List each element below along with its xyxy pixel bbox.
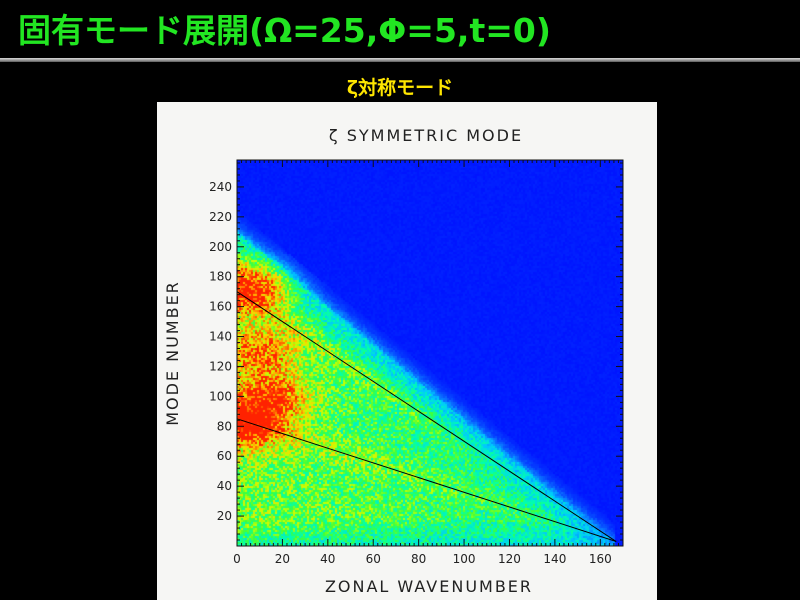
y-tick-label: 140: [209, 330, 232, 344]
mode-line-2: [236, 418, 617, 542]
x-tick-label: 20: [275, 552, 290, 566]
plot-area-container: [237, 160, 623, 546]
x-tick-label: 0: [233, 552, 241, 566]
x-tick-label: 140: [543, 552, 566, 566]
x-tick-label: 160: [589, 552, 612, 566]
mode-lines: [236, 291, 617, 542]
y-tick-label: 100: [209, 389, 232, 403]
mode-line-1: [236, 291, 617, 542]
x-axis-label: ZONAL WAVENUMBER: [325, 577, 533, 596]
plot-title: ζ SYMMETRIC MODE: [329, 126, 523, 145]
y-tick-label: 200: [209, 240, 232, 254]
x-tick-label: 40: [320, 552, 335, 566]
y-tick-label: 160: [209, 300, 232, 314]
heatmap-chart: ζ SYMMETRIC MODE 0 20 40 60 80 100 120 140 160 20…: [163, 126, 624, 596]
figure-panel: ζ SYMMETRIC MODE 0 20 40 60 80 100 120 140 160 20…: [157, 102, 657, 600]
title-divider: [0, 58, 800, 62]
axis-ticks: 0 20 40 60 80 100 120 140 160 20 40 60 80 100 120 140 16…: [209, 160, 624, 566]
y-tick-label: 220: [209, 210, 232, 224]
x-tick-label: 120: [498, 552, 521, 566]
x-tick-label: 100: [453, 552, 476, 566]
x-tick-label: 60: [366, 552, 381, 566]
x-tick-label: 80: [411, 552, 426, 566]
y-tick-label: 180: [209, 270, 232, 284]
y-axis-label: MODE NUMBER: [163, 280, 182, 426]
slide-subtitle: ζ対称モード: [346, 77, 454, 99]
y-tick-label: 240: [209, 180, 232, 194]
y-tick-label: 40: [217, 479, 232, 493]
y-tick-label: 60: [217, 449, 232, 463]
slide-title: 固有モード展開(Ω=25,Φ=5,t=0): [18, 11, 551, 50]
y-tick-label: 80: [217, 419, 232, 433]
y-tick-label: 120: [209, 359, 232, 373]
y-tick-label: 20: [217, 509, 232, 523]
plot-frame: [236, 159, 624, 547]
heatmap-image: [237, 160, 623, 546]
